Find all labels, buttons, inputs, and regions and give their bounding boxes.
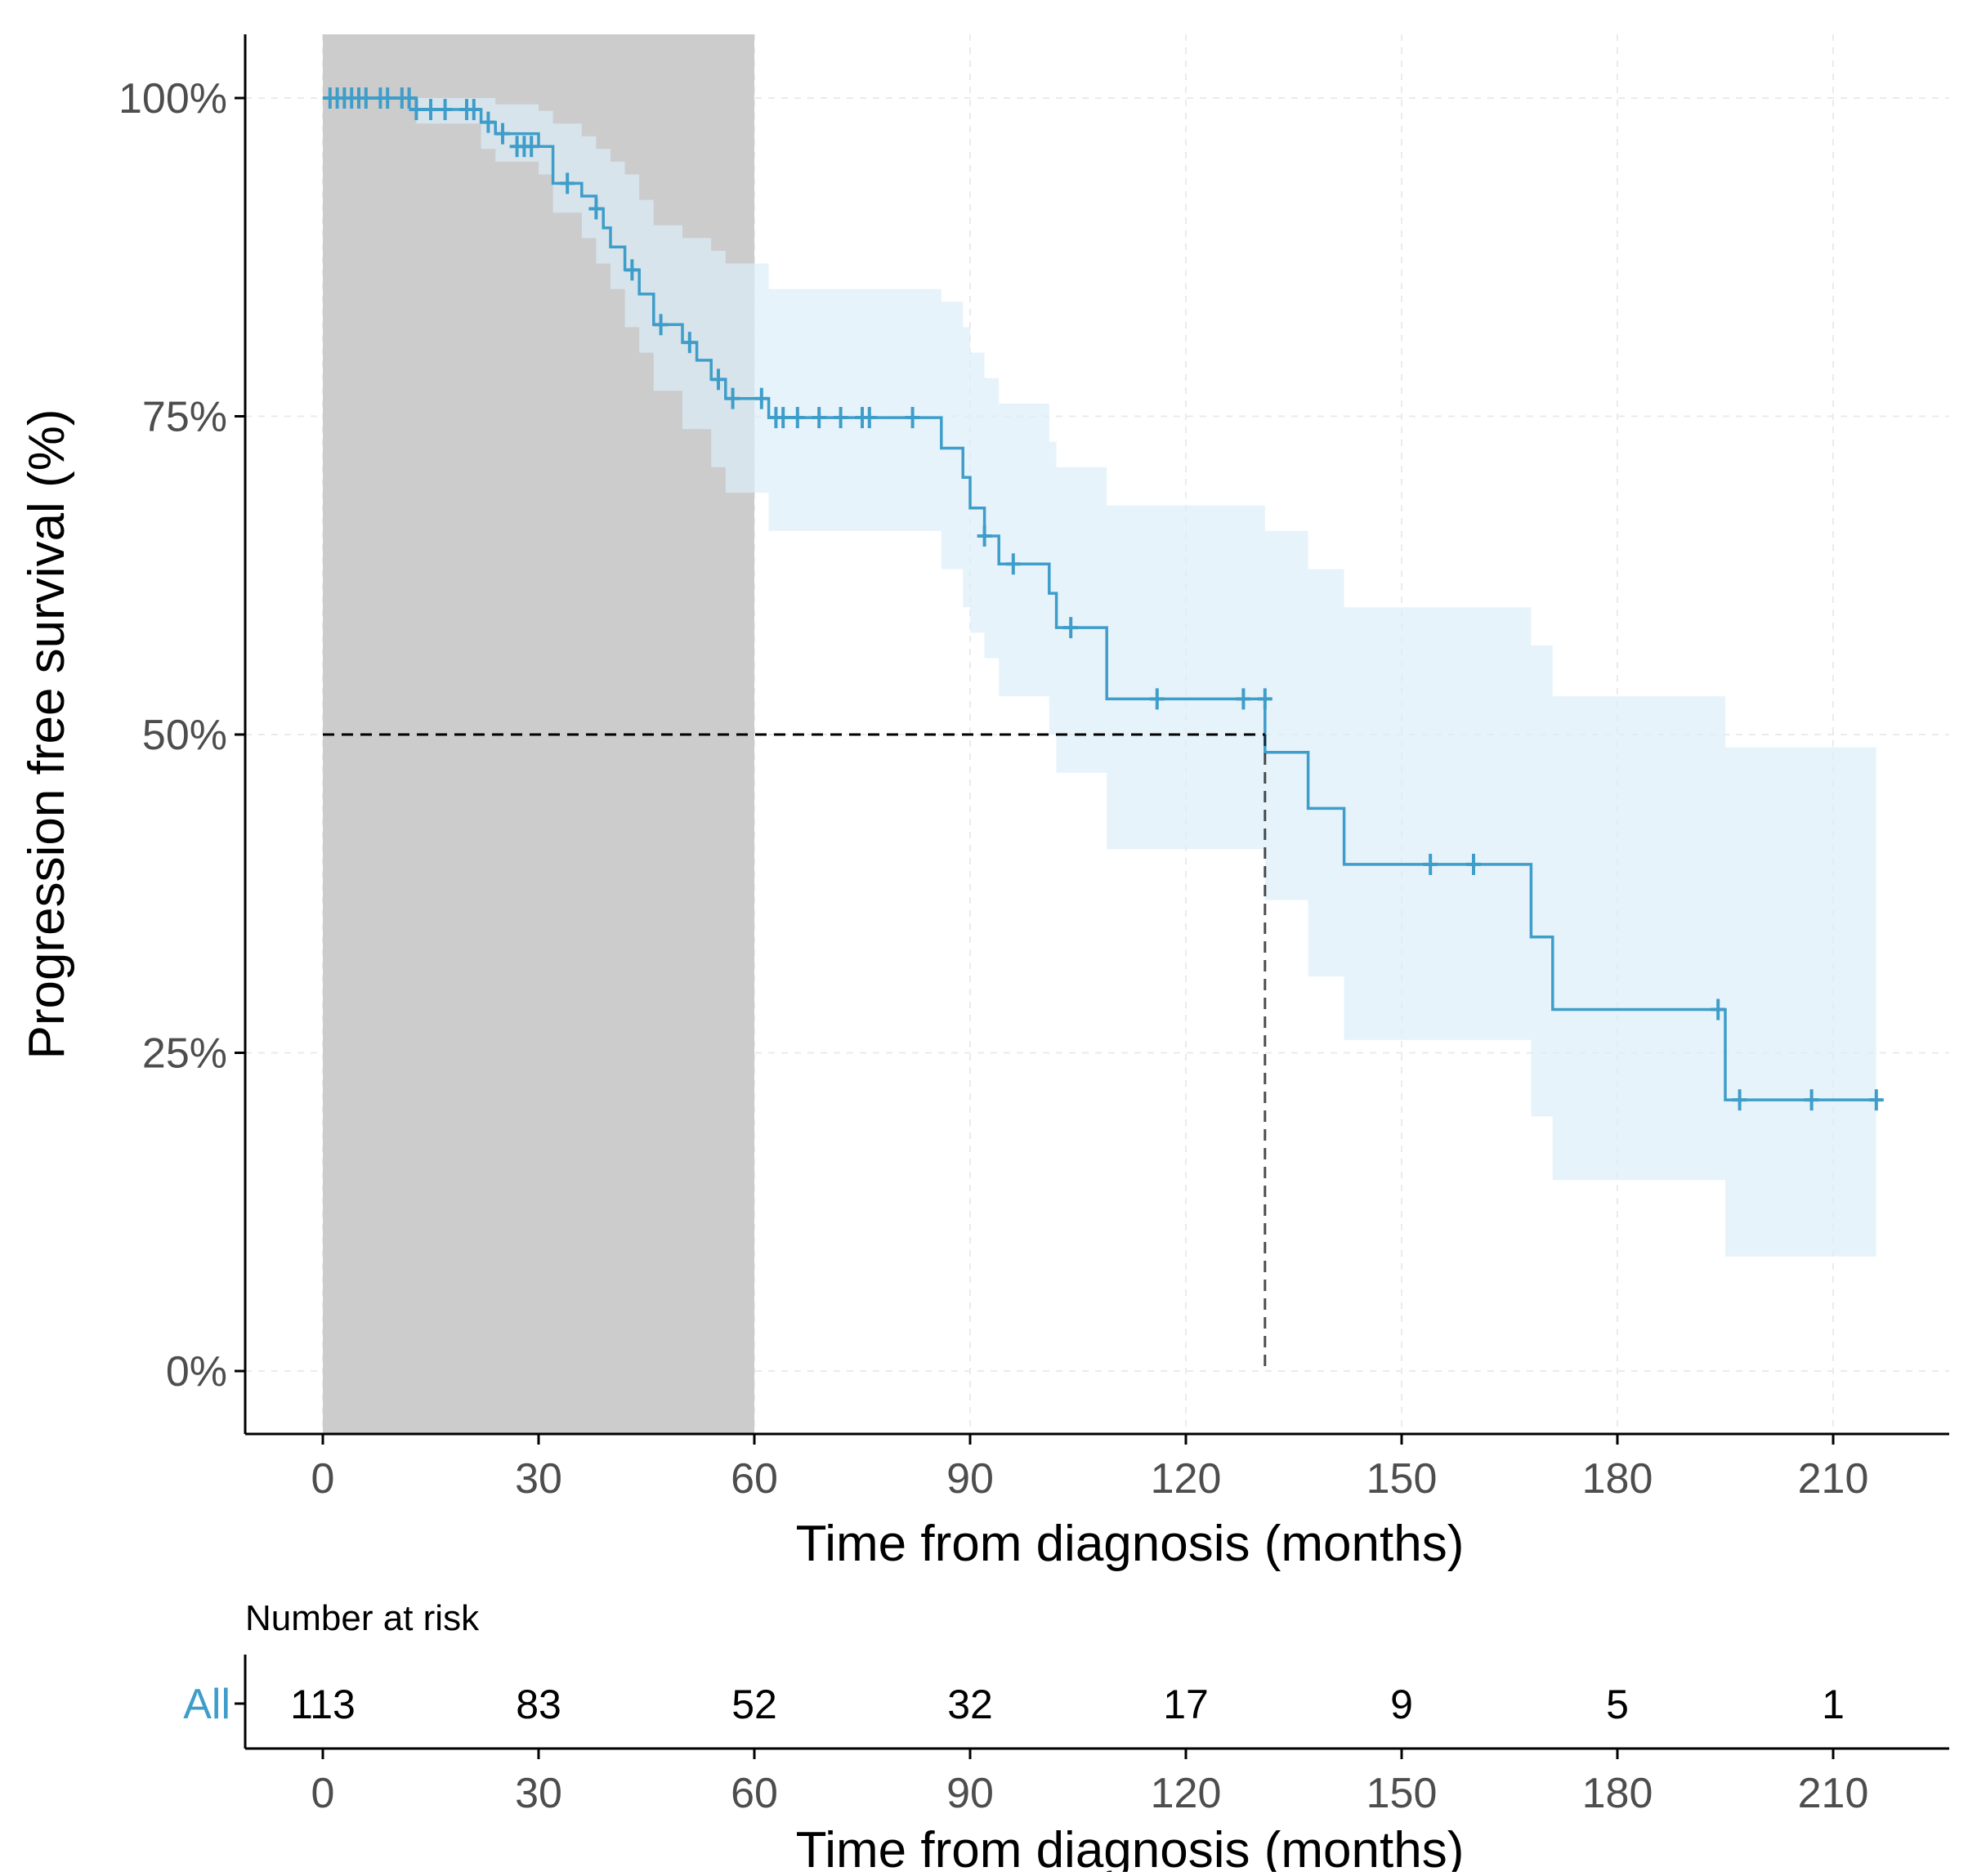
- risk-table: 113 83 52 32 17 9 5 1 0 30 60 90 120 150 180 210: [235, 1655, 1949, 1817]
- median-lines: [323, 733, 1267, 1371]
- risk-x-tick-label: 120: [1151, 1770, 1222, 1817]
- risk-x-tick-label: 30: [515, 1770, 562, 1817]
- censor-mark: [789, 407, 805, 429]
- censor-mark: [423, 99, 438, 121]
- risk-table-title: Number at risk: [245, 1598, 480, 1638]
- x-tick-label: 150: [1366, 1455, 1438, 1503]
- risk-x-tick-label: 180: [1582, 1770, 1653, 1817]
- risk-x-tick-label: 210: [1798, 1770, 1869, 1817]
- censor-mark: [905, 407, 920, 429]
- x-tick-label: 0: [311, 1455, 335, 1503]
- censor-mark: [653, 314, 669, 336]
- risk-count: 32: [947, 1682, 993, 1727]
- censor-mark: [401, 87, 417, 109]
- risk-count: 113: [290, 1682, 356, 1727]
- risk-count: 9: [1390, 1682, 1413, 1727]
- x-tick-label: 210: [1798, 1455, 1869, 1503]
- y-tick-label: 0%: [166, 1348, 227, 1396]
- risk-count: 83: [516, 1682, 561, 1727]
- risk-x-tick-label: 0: [311, 1770, 335, 1817]
- risk-count: 52: [731, 1682, 777, 1727]
- risk-x-tick-label: 60: [731, 1770, 778, 1817]
- censor-mark: [1711, 998, 1726, 1021]
- censor-mark: [1868, 1089, 1884, 1111]
- x-tick-labels: 0 30 60 90 120 150 180 210: [311, 1434, 1869, 1503]
- censor-mark: [711, 368, 726, 391]
- risk-table-x-axis-title: Time from diagnosis (months): [796, 1822, 1465, 1872]
- censor-mark: [776, 407, 791, 429]
- censor-marks: [322, 87, 1884, 1111]
- censor-mark: [977, 525, 992, 547]
- confidence-band: [323, 98, 1876, 1257]
- censor-mark: [682, 332, 697, 354]
- censor-mark: [754, 387, 769, 409]
- censor-mark: [409, 99, 424, 121]
- risk-x-tick-label: 150: [1366, 1770, 1438, 1817]
- censor-mark: [588, 198, 604, 220]
- x-tick-label: 180: [1582, 1455, 1653, 1503]
- censor-mark: [524, 136, 539, 158]
- censor-mark: [1732, 1089, 1747, 1111]
- censor-mark: [1804, 1089, 1819, 1111]
- censor-mark: [1236, 688, 1251, 710]
- censor-mark: [560, 172, 575, 194]
- censor-mark: [466, 99, 481, 121]
- censor-mark: [1063, 617, 1079, 639]
- censor-mark: [624, 259, 640, 281]
- censor-mark: [1005, 553, 1021, 575]
- risk-count: 1: [1822, 1682, 1845, 1727]
- y-tick-labels: 0% 25% 50% 75% 100%: [119, 75, 245, 1396]
- risk-count: 17: [1163, 1682, 1209, 1727]
- censor-mark: [495, 123, 510, 145]
- risk-table-strata-label: All: [183, 1681, 230, 1728]
- censor-mark: [725, 387, 740, 409]
- censor-mark: [437, 99, 453, 121]
- censor-mark: [812, 407, 827, 429]
- y-tick-label: 50%: [142, 712, 227, 759]
- x-tick-label: 90: [946, 1455, 994, 1503]
- censor-mark: [1466, 853, 1481, 875]
- y-axis-title: Progression free survival (%): [19, 409, 75, 1060]
- censor-mark: [358, 87, 373, 109]
- censor-mark: [481, 111, 496, 133]
- censor-mark: [1423, 853, 1438, 875]
- risk-x-tick-label: 90: [946, 1770, 994, 1817]
- censor-mark: [1257, 688, 1272, 710]
- censor-mark: [861, 407, 877, 429]
- x-axis-title: Time from diagnosis (months): [796, 1516, 1465, 1572]
- ci-band-area: [323, 98, 1876, 1257]
- x-tick-label: 30: [515, 1455, 562, 1503]
- y-tick-label: 25%: [142, 1030, 227, 1078]
- censor-mark: [380, 87, 396, 109]
- censor-mark: [1149, 688, 1165, 710]
- x-tick-label: 60: [731, 1455, 778, 1503]
- y-tick-label: 100%: [119, 75, 227, 123]
- risk-count: 5: [1606, 1682, 1629, 1727]
- censor-mark: [833, 407, 848, 429]
- x-tick-label: 120: [1151, 1455, 1222, 1503]
- y-tick-label: 75%: [142, 394, 227, 441]
